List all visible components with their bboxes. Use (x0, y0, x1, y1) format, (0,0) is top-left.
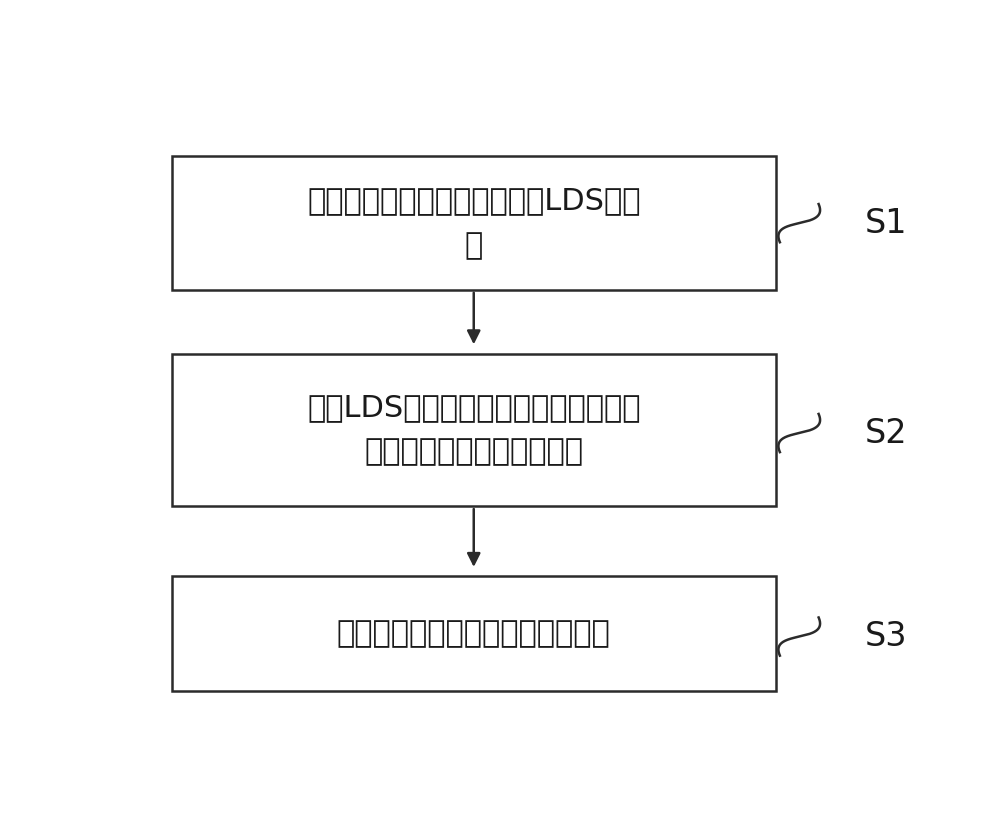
Text: S1: S1 (865, 206, 908, 240)
FancyBboxPatch shape (172, 354, 776, 506)
Text: S3: S3 (865, 620, 908, 653)
Text: 对基材进行化镀处理得到电子线路: 对基材进行化镀处理得到电子线路 (337, 619, 611, 648)
Text: 使用LDS工艺激活基材，基材的激活区: 使用LDS工艺激活基材，基材的激活区 (307, 393, 640, 422)
FancyBboxPatch shape (172, 156, 776, 290)
Text: S2: S2 (865, 416, 908, 449)
FancyBboxPatch shape (172, 577, 776, 691)
Text: 为预设的电子线路的化镀区: 为预设的电子线路的化镀区 (364, 438, 583, 467)
Text: 剂: 剂 (465, 231, 483, 260)
Text: 去除基材表面的部分或全部的LDS添加: 去除基材表面的部分或全部的LDS添加 (307, 187, 640, 216)
